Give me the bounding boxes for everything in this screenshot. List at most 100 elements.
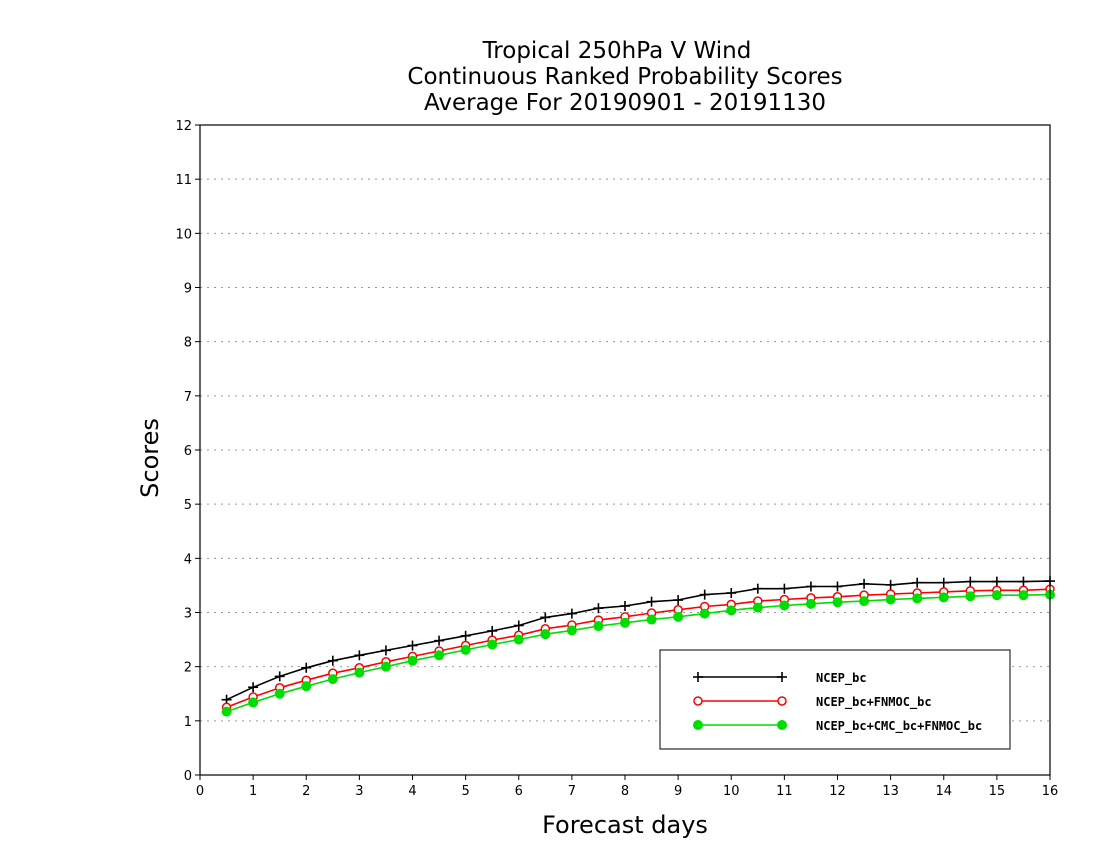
- data-point: [832, 581, 843, 592]
- data-point: [513, 620, 524, 631]
- x-tick-label: 10: [723, 784, 740, 799]
- x-tick-label: 0: [196, 784, 204, 799]
- data-point: [1018, 576, 1029, 587]
- y-tick-label: 2: [184, 661, 192, 676]
- x-axis-label: Forecast days: [542, 811, 708, 839]
- x-axis-ticks: 0 1 2 3 4 5 6 7 8 9 10 11 12 13 14 15 16: [196, 775, 1058, 799]
- data-point: [566, 625, 577, 636]
- y-tick-label: 3: [184, 607, 192, 622]
- data-point: [646, 614, 657, 625]
- data-point: [301, 662, 312, 673]
- data-point: [885, 594, 896, 605]
- x-tick-label: 1: [249, 784, 257, 799]
- x-tick-label: 3: [355, 784, 363, 799]
- y-tick-label: 1: [184, 715, 192, 730]
- legend-item-1: NCEP_bc: [693, 671, 867, 686]
- x-tick-label: 11: [776, 784, 793, 799]
- x-tick-label: 4: [408, 784, 416, 799]
- data-point: [965, 591, 976, 602]
- data-point: [407, 655, 418, 666]
- x-tick-label: 5: [461, 784, 469, 799]
- data-point: [274, 688, 285, 699]
- series-1: [221, 576, 1055, 705]
- x-tick-label: 9: [674, 784, 682, 799]
- x-tick-label: 12: [829, 784, 846, 799]
- y-tick-label: 0: [184, 769, 192, 784]
- data-point: [540, 612, 551, 623]
- legend-box: [659, 649, 1011, 750]
- y-tick-label: 11: [175, 173, 192, 188]
- x-tick-label: 16: [1042, 784, 1059, 799]
- data-point: [859, 596, 870, 607]
- y-tick-label: 12: [175, 119, 192, 134]
- data-point: [699, 589, 710, 600]
- data-point: [460, 630, 471, 641]
- data-point: [540, 629, 551, 640]
- data-point: [699, 608, 710, 619]
- data-point: [938, 577, 949, 588]
- x-tick-label: 8: [621, 784, 629, 799]
- data-point: [965, 576, 976, 587]
- series-3: [221, 589, 1055, 717]
- data-point: [726, 588, 737, 598]
- gridlines: [200, 178, 1050, 722]
- data-point: [434, 635, 445, 646]
- y-tick-label: 4: [184, 552, 192, 567]
- data-point: [513, 634, 524, 645]
- y-tick-label: 9: [184, 282, 192, 297]
- data-point: [221, 706, 232, 717]
- y-axis-label: Scores: [136, 418, 164, 498]
- data-point: [407, 640, 418, 651]
- x-tick-label: 6: [515, 784, 523, 799]
- legend-label: NCEP_bc: [816, 671, 867, 686]
- data-point: [248, 697, 259, 708]
- y-tick-label: 6: [184, 444, 192, 459]
- legend-marker: [693, 672, 703, 682]
- data-point: [248, 682, 259, 693]
- legend-marker: [777, 720, 787, 730]
- data-point: [779, 583, 790, 594]
- data-point: [380, 661, 391, 672]
- y-tick-label: 5: [184, 498, 192, 513]
- legend: NCEP_bc NCEP_bc+FNMOC_bc NCEP_bc+CMC_bc+FN…: [659, 649, 1011, 750]
- data-point: [752, 602, 763, 613]
- y-tick-label: 10: [175, 227, 192, 242]
- legend-item-2: NCEP_bc+FNMOC_bc: [693, 695, 932, 710]
- data-point: [991, 590, 1002, 601]
- data-point: [620, 617, 630, 628]
- data-point: [912, 593, 923, 604]
- data-point: [301, 681, 312, 692]
- data-point: [354, 667, 365, 678]
- x-tick-label: 2: [302, 784, 310, 799]
- data-point: [646, 596, 657, 607]
- data-point: [354, 650, 365, 661]
- data-point: [938, 592, 949, 603]
- data-point: [673, 595, 684, 606]
- data-point: [327, 655, 338, 666]
- plot-frame: [199, 124, 1051, 776]
- data-point: [327, 674, 338, 685]
- data-point: [434, 650, 445, 661]
- data-point: [805, 581, 816, 592]
- y-tick-label: 7: [184, 390, 192, 405]
- data-point: [991, 576, 1002, 587]
- data-point: [859, 578, 870, 589]
- data-point: [805, 598, 816, 609]
- legend-marker: [777, 696, 787, 706]
- series-layer: [221, 576, 1055, 717]
- title-line-1: Tropical 250hPa V Wind: [482, 38, 752, 64]
- data-point: [274, 671, 285, 682]
- data-point: [566, 608, 577, 619]
- data-point: [673, 611, 684, 622]
- legend-item-3: NCEP_bc+CMC_bc+FNMOC_bc: [693, 719, 982, 734]
- data-point: [620, 601, 630, 611]
- data-point: [487, 639, 498, 650]
- data-point: [752, 583, 763, 594]
- data-point: [1018, 590, 1029, 601]
- legend-marker: [693, 696, 703, 706]
- x-tick-label: 14: [935, 784, 952, 799]
- x-tick-label: 7: [568, 784, 576, 799]
- legend-label: NCEP_bc+CMC_bc+FNMOC_bc: [816, 719, 982, 734]
